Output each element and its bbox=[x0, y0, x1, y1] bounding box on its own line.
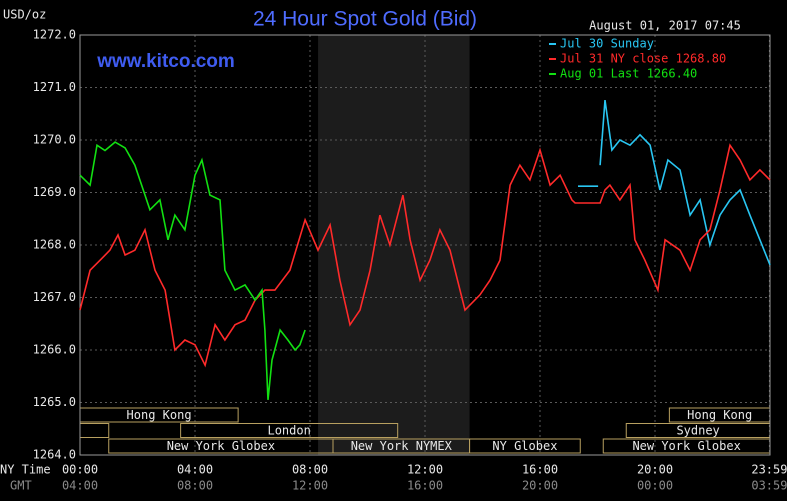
shaded-region bbox=[318, 35, 470, 455]
y-tick-label: 1269.0 bbox=[33, 185, 76, 199]
y-tick-label: 1268.0 bbox=[33, 238, 76, 252]
legend-label: Aug 01 Last 1266.40 bbox=[560, 67, 697, 81]
y-axis-label: USD/oz bbox=[3, 8, 46, 22]
x-axis-label: NY Time bbox=[0, 463, 51, 477]
x2-axis-label: GMT bbox=[10, 479, 32, 493]
timestamp: August 01, 2017 07:45 bbox=[589, 19, 741, 33]
session-label: New York Globex bbox=[632, 439, 740, 453]
x-tick-label: 00:00 bbox=[62, 463, 98, 477]
x2-tick-label: 04:00 bbox=[62, 479, 98, 493]
x2-tick-label: 03:59 bbox=[751, 479, 787, 493]
watermark: www.kitco.com bbox=[96, 51, 235, 72]
session-label: London bbox=[267, 424, 310, 438]
session-label: Hong Kong bbox=[127, 408, 192, 422]
plot-frame bbox=[79, 34, 771, 456]
background-layer bbox=[79, 34, 770, 456]
session-box bbox=[469, 438, 581, 454]
y-tick-label: 1266.0 bbox=[33, 343, 76, 357]
x-tick-label: 16:00 bbox=[522, 463, 558, 477]
x-tick-label: 12:00 bbox=[407, 463, 443, 477]
y-tick-label: 1271.0 bbox=[33, 80, 76, 94]
chart-title: 24 Hour Spot Gold (Bid) bbox=[253, 8, 477, 31]
series-line bbox=[578, 99, 771, 266]
session-label: Hong Kong bbox=[687, 408, 752, 422]
x-tick-label: 08:00 bbox=[292, 463, 328, 477]
y-tick-label: 1265.0 bbox=[33, 395, 76, 409]
x2-tick-label: 20:00 bbox=[522, 479, 558, 493]
session-label: New York Globex bbox=[167, 439, 275, 453]
y-tick-label: 1272.0 bbox=[33, 28, 76, 42]
x-tick-label: 23:59 bbox=[751, 463, 787, 477]
legend-label: Jul 31 NY close 1268.80 bbox=[560, 52, 726, 66]
x2-tick-label: 12:00 bbox=[292, 479, 328, 493]
x2-tick-label: 16:00 bbox=[407, 479, 443, 493]
session-box bbox=[180, 423, 399, 438]
y-tick-label: 1270.0 bbox=[33, 133, 76, 147]
y-tick-label: 1264.0 bbox=[33, 448, 76, 462]
session-label: NY Globex bbox=[492, 439, 557, 453]
series-line bbox=[79, 141, 306, 400]
x-tick-label: 04:00 bbox=[177, 463, 213, 477]
legend-label: Jul 30 Sunday bbox=[560, 37, 654, 51]
session-label: New York NYMEX bbox=[351, 439, 453, 453]
y-tick-label: 1267.0 bbox=[33, 290, 76, 304]
series-line bbox=[79, 143, 771, 368]
session-label: Sydney bbox=[676, 424, 719, 438]
x2-tick-label: 00:00 bbox=[637, 479, 673, 493]
x-tick-label: 20:00 bbox=[637, 463, 673, 477]
x2-tick-label: 08:00 bbox=[177, 479, 213, 493]
